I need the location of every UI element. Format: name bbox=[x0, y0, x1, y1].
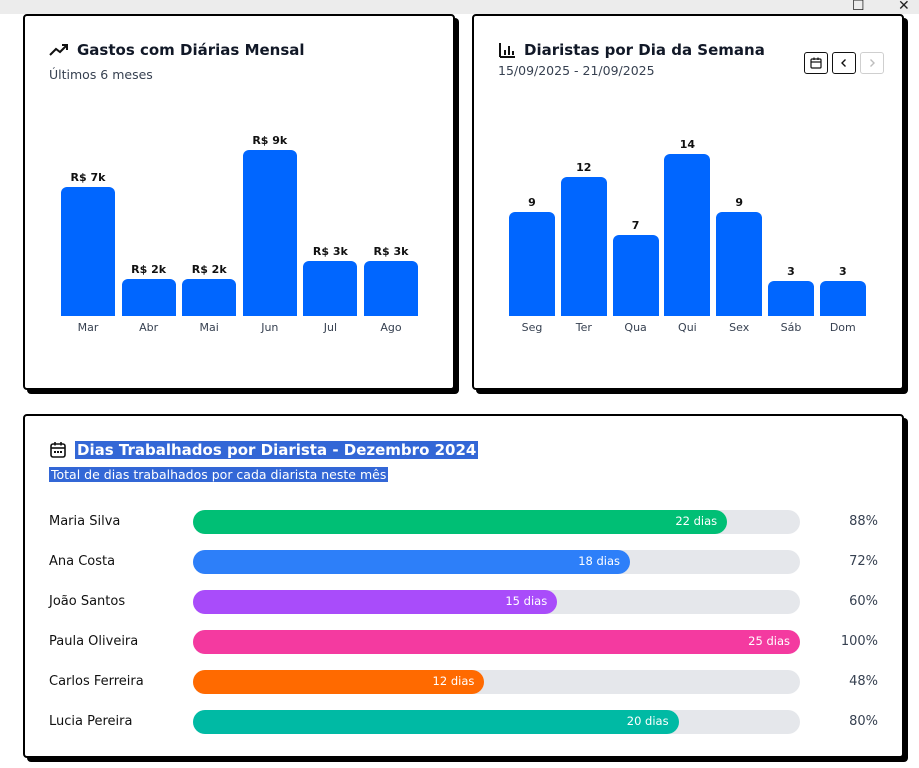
category-label: Ago bbox=[380, 321, 402, 334]
bar-dom bbox=[819, 281, 866, 316]
calendar-button[interactable] bbox=[804, 52, 828, 74]
category-label: Ter bbox=[575, 321, 592, 334]
bar-chart-icon bbox=[499, 43, 515, 58]
category-label: Qui bbox=[678, 321, 697, 334]
trending-up-icon bbox=[49, 44, 68, 56]
progress-track: 12 dias bbox=[193, 670, 800, 694]
category-label: Jul bbox=[323, 321, 338, 334]
category-label: Dom bbox=[829, 321, 856, 334]
category-label: Abr bbox=[139, 321, 159, 334]
worker-name: Paula Oliveira bbox=[49, 634, 139, 649]
days-label: 15 dias bbox=[505, 594, 548, 608]
monthly-expenses-card: Gastos com Diárias Mensal Últimos 6 mese… bbox=[23, 14, 455, 390]
window-titlebar: ☐ ✕ bbox=[0, 0, 919, 14]
worker-name: Maria Silva bbox=[49, 514, 121, 529]
days-label: 12 dias bbox=[432, 674, 475, 688]
calendar-icon bbox=[50, 442, 66, 458]
previous-week-button[interactable] bbox=[832, 52, 856, 74]
weekday-card: Diaristas por Dia da Semana 15/09/2025 -… bbox=[472, 14, 904, 390]
bar-value-label: 3 bbox=[787, 265, 795, 279]
bar-value-label: 9 bbox=[528, 195, 536, 209]
progress-fill: 25 dias bbox=[193, 630, 800, 654]
days-card-title: Dias Trabalhados por Diarista - Dezembro… bbox=[49, 441, 479, 459]
percent-label: 88% bbox=[849, 514, 878, 529]
chevron-right-icon bbox=[870, 59, 875, 67]
worker-name: Carlos Ferreira bbox=[49, 674, 144, 689]
bar-value-label: R$ 3k bbox=[373, 244, 409, 258]
next-week-button[interactable] bbox=[860, 52, 884, 74]
bar-value-label: R$ 9k bbox=[252, 134, 288, 147]
bar-jun bbox=[242, 150, 297, 316]
progress-track: 18 dias bbox=[193, 550, 800, 574]
progress-track: 20 dias bbox=[193, 710, 800, 734]
bar-value-label: 3 bbox=[838, 265, 847, 279]
weekday-card-title-text: Diaristas por Dia da Semana bbox=[524, 41, 765, 59]
days-label: 25 dias bbox=[748, 634, 790, 648]
worker-name: João Santos bbox=[49, 594, 126, 609]
percent-label: 100% bbox=[840, 634, 878, 649]
days-card-title-text: Dias Trabalhados por Diarista - Dezembro… bbox=[75, 441, 479, 459]
bar-value-label: R$ 2k bbox=[191, 263, 227, 277]
bar-value-label: 12 bbox=[576, 161, 592, 175]
days-label: 20 dias bbox=[626, 714, 669, 728]
percent-label: 72% bbox=[849, 554, 878, 569]
category-label: Jun bbox=[261, 321, 279, 334]
category-label: Mai bbox=[199, 321, 219, 334]
category-label: Sáb bbox=[780, 321, 802, 334]
bar-mai bbox=[182, 279, 237, 316]
percent-label: 48% bbox=[849, 674, 878, 689]
calendar-small-icon bbox=[810, 57, 822, 69]
worker-name: Ana Costa bbox=[49, 554, 116, 569]
bar-abr bbox=[121, 279, 176, 316]
bar-value-label: 9 bbox=[735, 195, 744, 209]
monthly-card-subtitle: Últimos 6 meses bbox=[49, 67, 153, 82]
progress-fill: 22 dias bbox=[193, 510, 728, 534]
bar-value-label: R$ 3k bbox=[312, 244, 348, 258]
progress-track: 15 dias bbox=[193, 590, 800, 614]
progress-fill: 18 dias bbox=[193, 550, 631, 574]
days-worked-card: Dias Trabalhados por Diarista - Dezembro… bbox=[23, 414, 904, 758]
percent-label: 80% bbox=[849, 714, 878, 729]
days-card-subtitle-wrap: Total de dias trabalhados por cada diari… bbox=[49, 467, 389, 482]
bar-sex bbox=[716, 211, 763, 316]
category-label: Mar bbox=[77, 321, 99, 334]
category-label: Sex bbox=[729, 321, 750, 334]
bar-value-label: R$ 2k bbox=[131, 263, 167, 277]
bar-ago bbox=[364, 260, 418, 316]
monthly-card-title: Gastos com Diárias Mensal bbox=[49, 41, 305, 59]
close-icon[interactable]: ✕ bbox=[898, 0, 910, 14]
bar-value-label: R$ 7k bbox=[70, 170, 106, 184]
minimize-icon[interactable]: ☐ bbox=[852, 0, 865, 14]
progress-track: 22 dias bbox=[193, 510, 800, 534]
days-label: 18 dias bbox=[578, 554, 621, 568]
chevron-left-icon bbox=[841, 59, 846, 67]
bar-qui bbox=[664, 154, 711, 316]
days-label: 22 dias bbox=[675, 514, 718, 528]
progress-fill: 12 dias bbox=[193, 670, 485, 694]
bar-jul bbox=[303, 260, 358, 316]
progress-fill: 20 dias bbox=[193, 710, 679, 734]
category-label: Seg bbox=[521, 321, 543, 334]
category-label: Qua bbox=[624, 321, 647, 334]
monthly-card-title-text: Gastos com Diárias Mensal bbox=[77, 41, 305, 59]
worker-name: Lucia Pereira bbox=[49, 714, 133, 729]
progress-track: 25 dias bbox=[193, 630, 800, 654]
bar-mar bbox=[61, 186, 115, 316]
bar-qua bbox=[612, 235, 659, 316]
weekday-card-title: Diaristas por Dia da Semana bbox=[498, 41, 765, 59]
bar-seg bbox=[509, 211, 555, 316]
bar-sáb bbox=[768, 281, 814, 316]
bar-ter bbox=[560, 177, 607, 316]
bar-value-label: 7 bbox=[631, 219, 640, 232]
percent-label: 60% bbox=[849, 594, 878, 609]
progress-fill: 15 dias bbox=[193, 590, 558, 614]
days-card-subtitle: Total de dias trabalhados por cada diari… bbox=[49, 467, 389, 482]
week-range-label: 15/09/2025 - 21/09/2025 bbox=[498, 63, 655, 78]
bar-value-label: 14 bbox=[679, 138, 696, 151]
